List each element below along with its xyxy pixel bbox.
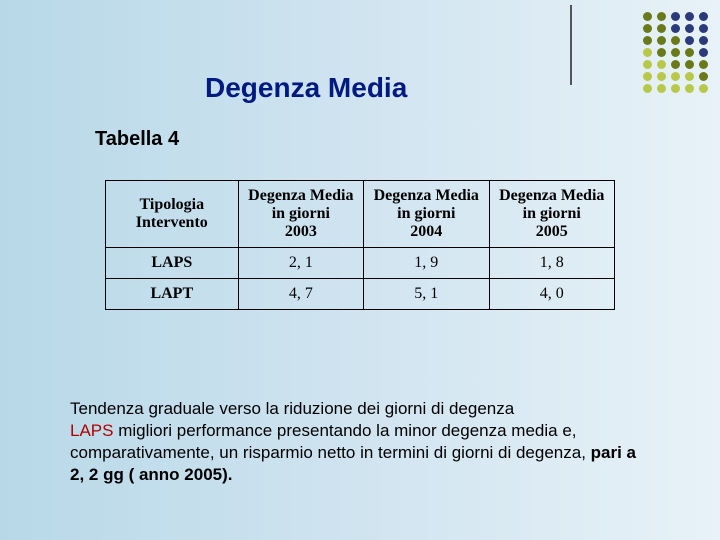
dot-icon <box>671 24 680 33</box>
table-cell: 4, 0 <box>489 279 615 310</box>
dot-icon <box>685 84 694 93</box>
table-label: Tabella 4 <box>95 128 179 151</box>
dot-icon <box>671 84 680 93</box>
table-cell: 4, 7 <box>238 279 363 310</box>
dot-icon <box>671 60 680 69</box>
table-row: LAPT4, 75, 14, 0 <box>106 279 615 310</box>
dot-icon <box>643 36 652 45</box>
dot-row <box>643 84 708 93</box>
dot-row <box>643 48 708 57</box>
dot-row <box>643 24 708 33</box>
dot-icon <box>671 72 680 81</box>
data-table-container: Tipologia InterventoDegenza Mediain gior… <box>105 180 615 310</box>
column-header: Degenza Mediain giorni2004 <box>364 181 489 248</box>
dot-row <box>643 72 708 81</box>
dot-icon <box>699 60 708 69</box>
table-cell: 5, 1 <box>364 279 489 310</box>
caption-text: Tendenza graduale verso la riduzione dei… <box>70 398 650 486</box>
dot-icon <box>685 36 694 45</box>
dot-icon <box>699 12 708 21</box>
row-label: LAPT <box>106 279 239 310</box>
dot-icon <box>657 36 666 45</box>
dot-icon <box>643 12 652 21</box>
data-table: Tipologia InterventoDegenza Mediain gior… <box>105 180 615 310</box>
dot-icon <box>699 48 708 57</box>
dot-icon <box>643 60 652 69</box>
dot-icon <box>643 72 652 81</box>
dot-icon <box>671 48 680 57</box>
table-cell: 1, 8 <box>489 248 615 279</box>
table-header-row: Tipologia InterventoDegenza Mediain gior… <box>106 181 615 248</box>
dot-icon <box>657 24 666 33</box>
table-row: LAPS2, 11, 91, 8 <box>106 248 615 279</box>
dot-icon <box>685 72 694 81</box>
caption-line1: Tendenza graduale verso la riduzione dei… <box>70 399 514 418</box>
dot-icon <box>685 12 694 21</box>
dot-icon <box>643 84 652 93</box>
dot-icon <box>643 48 652 57</box>
table-body: LAPS2, 11, 91, 8LAPT4, 75, 14, 0 <box>106 248 615 310</box>
caption-red: LAPS <box>70 421 113 440</box>
dot-icon <box>657 48 666 57</box>
dot-icon <box>657 12 666 21</box>
dot-row <box>643 36 708 45</box>
column-header: Tipologia Intervento <box>106 181 239 248</box>
row-label: LAPS <box>106 248 239 279</box>
dot-icon <box>657 72 666 81</box>
dot-icon <box>643 24 652 33</box>
dot-icon <box>699 24 708 33</box>
dot-icon <box>657 84 666 93</box>
dot-icon <box>699 36 708 45</box>
table-cell: 1, 9 <box>364 248 489 279</box>
dot-icon <box>671 36 680 45</box>
dot-icon <box>657 60 666 69</box>
accent-line <box>570 5 572 85</box>
table-cell: 2, 1 <box>238 248 363 279</box>
dot-icon <box>685 48 694 57</box>
dot-row <box>643 60 708 69</box>
dot-icon <box>699 84 708 93</box>
caption-rest: migliori performance presentando la mino… <box>70 421 591 462</box>
column-header: Degenza Mediain giorni2003 <box>238 181 363 248</box>
column-header: Degenza Mediain giorni2005 <box>489 181 615 248</box>
dot-icon <box>671 12 680 21</box>
dot-icon <box>685 24 694 33</box>
dot-icon <box>699 72 708 81</box>
page-title: Degenza Media <box>205 72 407 104</box>
dot-row <box>643 12 708 21</box>
dot-grid-decoration <box>643 12 708 93</box>
dot-icon <box>685 60 694 69</box>
